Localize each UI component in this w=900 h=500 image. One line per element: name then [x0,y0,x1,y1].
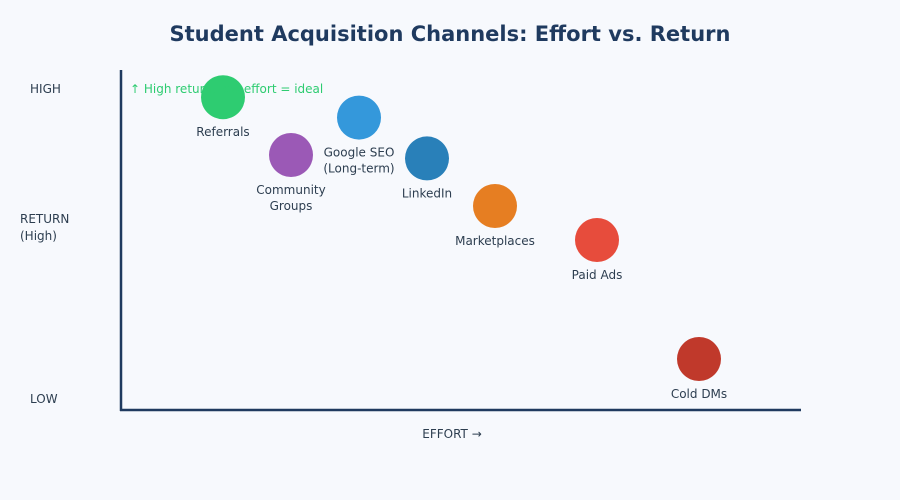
data-point [405,136,449,181]
y-tick-label-low: LOW [30,392,58,406]
data-point-label-line: LinkedIn [402,186,452,200]
data-point [269,133,313,177]
data-point-label: Google SEO (Long-term) [323,146,394,176]
data-point [473,184,517,228]
data-point [575,218,619,262]
data-point-label: Cold DMs [671,387,727,401]
data-point [201,75,245,120]
data-point-label: Referrals [196,125,249,139]
data-point [337,95,381,140]
data-point-label-line: Marketplaces [455,234,535,248]
data-point-label-line: Google SEO [324,146,395,160]
data-point-label-line: Community [256,183,325,197]
data-point-label-line: Cold DMs [671,387,727,401]
y-axis-label-line: RETURN [20,212,69,226]
y-tick-label-high: HIGH [30,82,61,96]
chart-title: Student Acquisition Channels: Effort vs.… [170,22,731,46]
y-axis-label-line: (High) [20,229,57,243]
data-point-label: Paid Ads [572,268,623,282]
data-points-group: Referrals Google SEO (Long-term) Community G… [196,75,727,401]
ideal-zone-annotation: ↑ High return, low effort = ideal [130,82,323,96]
data-point-label: Community Groups [256,183,325,213]
data-point [677,337,721,381]
data-point-label-line: Referrals [196,125,249,139]
data-point-label: LinkedIn [402,186,452,200]
x-axis-label: EFFORT → [422,427,482,441]
data-point-label-line: Groups [270,199,313,213]
data-point-label-line: (Long-term) [323,162,394,176]
y-axis-label: RETURN (High) [20,212,73,243]
data-point-label-line: Paid Ads [572,268,623,282]
data-point-label: Marketplaces [455,234,535,248]
